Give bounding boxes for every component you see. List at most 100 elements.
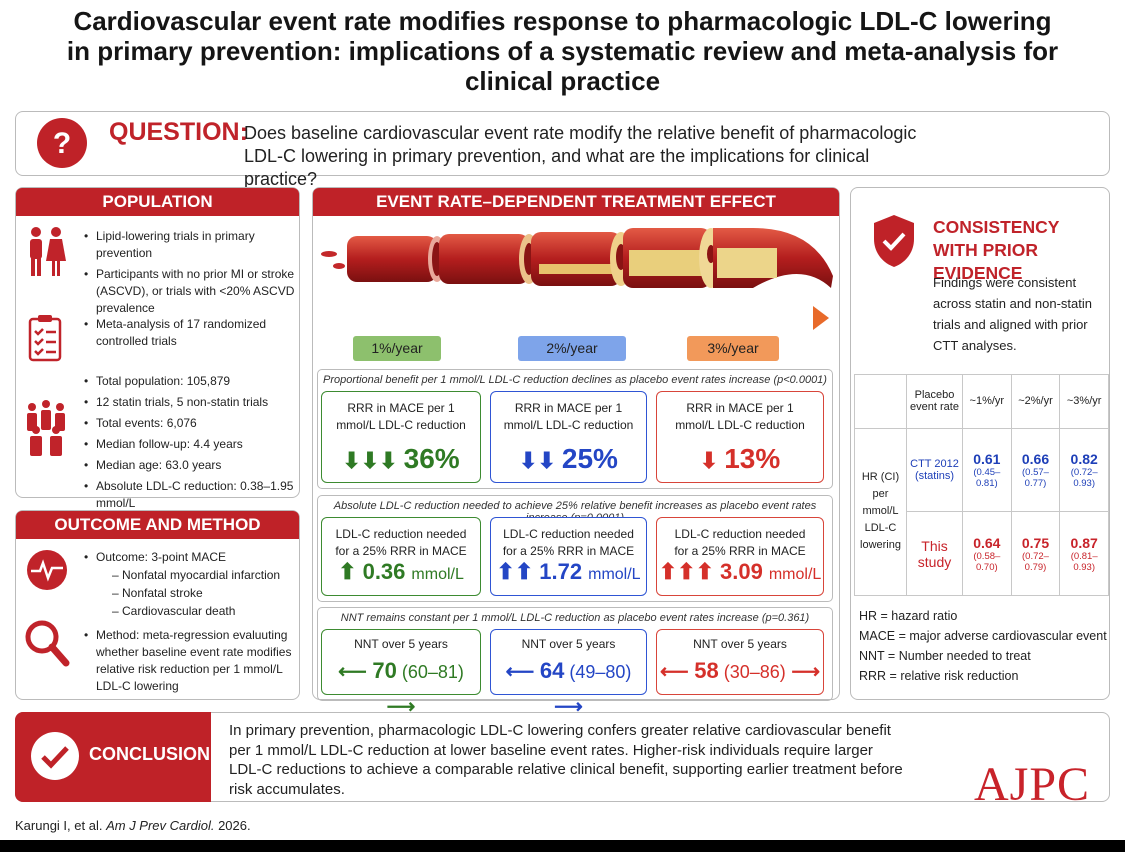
table-header: ~3%/yr (1059, 374, 1109, 429)
hazard-ratio: 0.87 (1070, 534, 1098, 551)
table-cell: 0.61 (0.45–0.81) (962, 427, 1012, 513)
check-icon (31, 732, 79, 780)
card-label: NNT over 5 years (693, 637, 787, 651)
hazard-ratio: 0.75 (1021, 534, 1050, 551)
outcome-panel: OUTCOME AND METHOD Outcome: 3-point MACE… (15, 510, 300, 700)
confidence-interval: (0.72–0.79) (1022, 550, 1049, 573)
arrow-icon: ⬆⬆ (496, 559, 534, 584)
arrow-icon: ⟵ (338, 661, 373, 683)
card-value: ⟵ 70 (60–81) ⟶ (322, 654, 480, 724)
card-number: 36% (403, 443, 460, 474)
outcome-subitem: – Nonfatal stroke (112, 586, 203, 600)
result-card: NNT over 5 years ⟵ 64 (49–80) ⟶ (490, 629, 647, 718)
effect-panel: EVENT RATE–DEPENDENT TREATMENT EFFECT 1%… (312, 187, 840, 718)
card-ci: (30–86) (723, 662, 786, 682)
consistency-heading: CONSISTENCY WITH PRIOR EVIDENCE (933, 217, 1060, 283)
table-cell: 0.82 (0.72–0.93) (1059, 427, 1109, 513)
effect-heading: EVENT RATE–DEPENDENT TREATMENT EFFECT (313, 188, 839, 216)
card-value: ⬇ 13% (657, 442, 823, 478)
card-number: 1.72 (539, 559, 583, 584)
table-cell: 0.75 (0.72–0.79) (1010, 511, 1061, 596)
title: Cardiovascular event rate modifies respo… (66, 6, 1059, 96)
table-row-name: CTT 2012 (statins) (906, 427, 963, 513)
hazard-ratio: 0.61 (973, 451, 1001, 468)
table-header: ~1%/yr (962, 374, 1012, 429)
result-card: LDL-C reduction needed for a 25% RRR in … (490, 517, 647, 596)
outcome-subitem: – Cardiovascular death (112, 604, 236, 618)
population-item: Absolute LDL-C reduction: 0.38–1.95 mmol… (84, 478, 311, 512)
panel-frame (317, 607, 833, 701)
population-item: Participants with no prior MI or stroke … (84, 266, 311, 317)
population-item: Total population: 105,879 (84, 373, 311, 390)
citation: Karungi I, et al. Am J Prev Cardiol. 202… (15, 818, 251, 833)
card-ci: (49–80) (569, 662, 632, 682)
arrow-icon: ⬇⬇⬇ (342, 448, 398, 473)
card-value: ⬆⬆⬆ 3.09 mmol/L (657, 555, 823, 592)
table-header: Placebo event rate (906, 374, 963, 429)
abbreviation: MACE = major adverse cardiovascular even… (859, 629, 1107, 643)
population-item: 12 statin trials, 5 non-statin trials (84, 394, 311, 411)
hazard-ratio: 0.64 (973, 534, 1001, 551)
card-label: NNT over 5 years (521, 637, 616, 651)
result-card: NNT over 5 years ⟵ 58 (30–86) ⟶ (656, 629, 824, 695)
question-label: QUESTION: (109, 118, 248, 146)
arrow-icon: ⬆ (338, 559, 357, 584)
outcome-subitem: – Nonfatal myocardial infarction (112, 568, 281, 582)
svg-text:?: ? (53, 127, 71, 160)
shield-icon (874, 215, 914, 267)
logo: AJPC (974, 758, 1091, 811)
rate-pill: 3%/year (687, 336, 779, 361)
heart-monitor-icon (27, 550, 67, 590)
card-value: ⬇⬇ 25% (491, 442, 646, 478)
conclusion-text: In primary prevention, pharmacologic LDL… (229, 722, 903, 798)
population-heading: POPULATION (16, 188, 299, 216)
card-label: LDL-C reduction needed for a 25% RRR in … (335, 527, 467, 558)
citation-journal: Am J Prev Cardiol. (106, 818, 215, 833)
card-value: ⬆⬆ 1.72 mmol/L (491, 555, 646, 592)
panel-frame (317, 495, 833, 602)
table-cell: 0.87 (0.81–0.93) (1059, 511, 1109, 596)
question-icon: ? (37, 118, 87, 168)
consistency-text: Findings were consistent across statin a… (933, 275, 1092, 353)
hazard-ratio: 0.66 (1021, 451, 1050, 468)
confidence-interval: (0.72–0.93) (1070, 467, 1098, 490)
confidence-interval: (0.45–0.81) (973, 467, 1001, 490)
confidence-interval: (0.58–0.70) (973, 550, 1001, 573)
population-item: Median follow-up: 4.4 years (84, 436, 311, 453)
table-cell (854, 374, 907, 429)
result-card: LDL-C reduction needed for a 25% RRR in … (656, 517, 824, 596)
panel-caption: Proportional benefit per 1 mmol/L LDL-C … (323, 374, 827, 386)
abbreviations: HR = hazard ratio MACE = major adverse ca… (859, 606, 1109, 686)
population-item: Meta-analysis of 17 randomized controlle… (84, 316, 311, 350)
arrow-icon: ⟵ (505, 661, 540, 683)
card-number: 0.36 (362, 559, 406, 584)
hazard-ratio: 0.82 (1070, 451, 1098, 468)
result-card: LDL-C reduction needed for a 25% RRR in … (321, 517, 481, 596)
table-row-name: This study (906, 511, 963, 596)
card-number: 58 (694, 658, 719, 683)
magnifier-icon (25, 620, 70, 667)
card-label: RRR in MACE per 1 mmol/L LDL-C reduction (675, 401, 805, 432)
card-value: ⬆ 0.36 mmol/L (322, 555, 480, 592)
result-card: RRR in MACE per 1 mmol/L LDL-C reduction… (656, 391, 824, 483)
panel-caption: NNT remains constant per 1 mmol/L LDL-C … (340, 612, 810, 624)
card-label: NNT over 5 years (354, 637, 448, 651)
abbreviation: RRR = relative risk reduction (859, 669, 1019, 683)
conclusion-label: CONCLUSION (89, 744, 210, 764)
conclusion-box: CONCLUSION In primary prevention, pharma… (15, 712, 1110, 811)
table-header-row: Placebo event rate ~1%/yr ~2%/yr ~3%/yr (854, 374, 1109, 429)
card-number: 70 (372, 658, 397, 683)
card-ci: (60–81) (401, 662, 464, 682)
card-number: 13% (724, 443, 781, 474)
table-cell: 0.64 (0.58–0.70) (962, 511, 1012, 596)
arrow-icon: ⬆⬆⬆ (658, 559, 715, 584)
rate-pill: 1%/year (353, 336, 441, 361)
card-label: RRR in MACE per 1 mmol/L LDL-C reduction (503, 401, 634, 432)
card-unit: mmol/L (411, 566, 464, 583)
outcome-item: Outcome: 3-point MACE (84, 549, 311, 566)
conclusion-tab: CONCLUSION (15, 712, 211, 802)
arrow-icon: ⬇ (699, 448, 719, 473)
citation-year: 2026. (218, 818, 251, 833)
question-text: Does baseline cardiovascular event rate … (244, 123, 917, 189)
panel-frame (317, 369, 833, 489)
